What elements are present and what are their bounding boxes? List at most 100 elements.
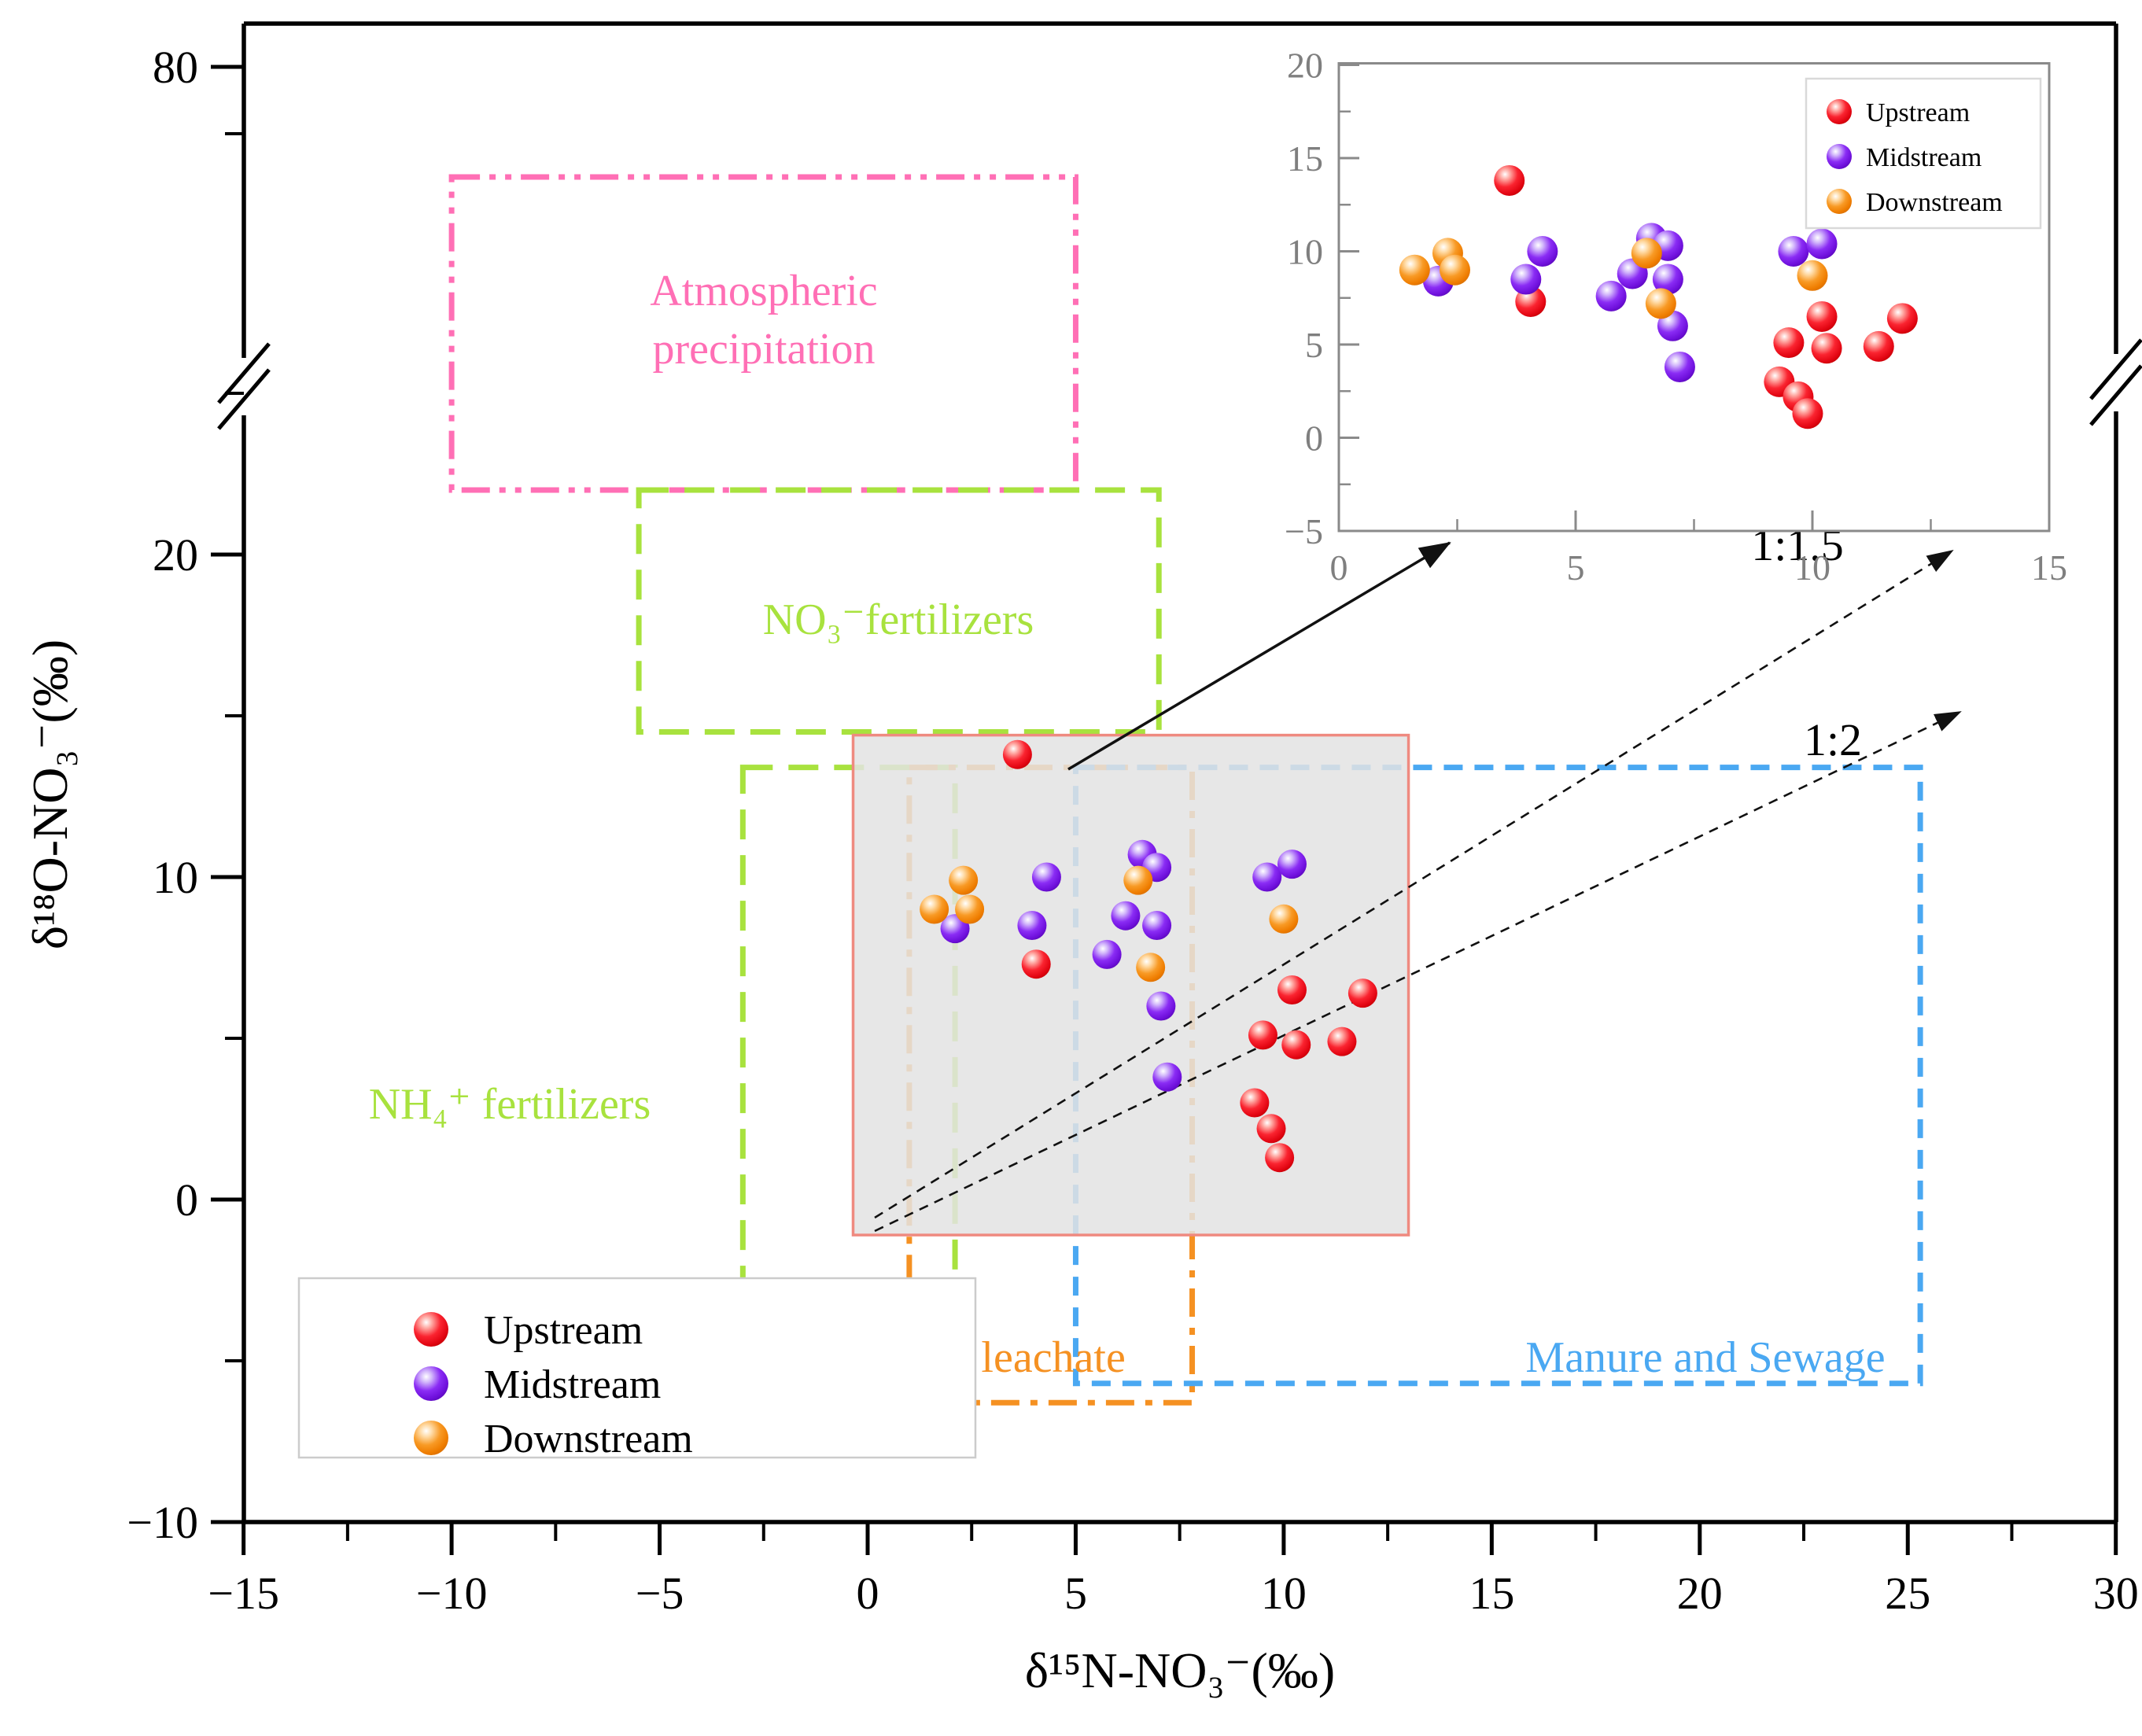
point-midstream-8 [1146,991,1176,1021]
region-labels-layer: Atmospheric precipitation NO₃⁻fertilizers N… [369,267,1886,1382]
inset-x-tick-label: 10 [1794,547,1830,588]
inset-point-midstream-11 [1806,228,1838,260]
point-downstream-3 [1123,865,1153,895]
inset-point-midstream-10 [1778,236,1809,267]
legend-label-downstream: Downstream [484,1417,693,1461]
point-upstream-4 [1281,1030,1311,1060]
x-axis-title: δ¹⁵N-NO₃⁻(‰) [1025,1642,1335,1698]
point-midstream-11 [1277,850,1307,879]
inset-y-tick-label: 15 [1287,138,1323,179]
legend-marker-upstream [414,1312,448,1347]
inset-point-downstream-2 [1439,254,1470,286]
legend-box [297,1277,977,1459]
inset-legend-label-upstream: Upstream [1866,98,1970,127]
axis-break-mark [217,368,271,430]
inset-point-upstream-6 [1863,330,1894,362]
point-upstream-9 [1265,1143,1295,1173]
region-label-no3-fertilizers: NO₃⁻fertilizers [763,595,1034,644]
region-box-no3-fertilizers [636,487,1162,735]
y-tick-label: 10 [153,852,198,903]
point-upstream-2 [1248,1020,1277,1050]
region-box-atmospheric-precipitation [448,174,1078,493]
inset-point-upstream-2 [1773,327,1805,359]
inset-point-upstream-5 [1886,303,1918,334]
region-label-atmospheric-precipitation: precipitation [652,325,875,374]
ratio-line-1:1.5 [874,549,1954,1219]
inset-point-downstream-0 [1399,254,1430,286]
inset-point-upstream-0 [1494,164,1525,196]
ratio-label-1:2: 1:2 [1804,714,1862,765]
legend-label-midstream: Midstream [484,1362,661,1407]
x-tick-label: 0 [857,1568,879,1619]
point-midstream-10 [1252,862,1282,892]
inset-legend-label-midstream: Midstream [1866,143,1982,172]
inset-y-tick-label: 0 [1305,418,1323,459]
point-downstream-5 [1269,904,1299,934]
zoom-box-layer [851,733,1410,1237]
inset-legend-label-downstream: Downstream [1866,188,2003,217]
inset-point-upstream-3 [1806,300,1838,332]
inset-point-midstream-1 [1527,236,1558,267]
region-label-nh4-fertilizers: NH₄⁺ fertilizers [369,1080,651,1129]
x-tick-label: −10 [416,1568,488,1619]
y-tick-label: 20 [153,529,198,581]
legend-marker-midstream [414,1366,448,1401]
inset-point-midstream-7 [1652,264,1683,295]
ratio-line-1:2 [874,710,1962,1233]
zoom-pointer-arrow [1067,541,1451,771]
inset-x-tick-label: 15 [2031,547,2067,588]
inset-point-midstream-2 [1510,264,1542,295]
x-tick-label: 20 [1677,1568,1723,1619]
y-tick-label: −10 [127,1497,198,1548]
inset-point-downstream-5 [1797,260,1828,291]
point-downstream-1 [949,865,979,895]
inset-point-downstream-4 [1645,288,1676,319]
x-tick-label: −15 [208,1568,279,1619]
x-tick-label: 30 [2093,1568,2139,1619]
x-tick-label: 15 [1469,1568,1514,1619]
point-midstream-7 [1142,911,1172,940]
y-tick-label: 0 [175,1174,198,1226]
x-tick-label: 10 [1261,1568,1307,1619]
inset-legend-marker-downstream [1827,189,1852,214]
point-upstream-8 [1256,1114,1286,1144]
point-midstream-4 [1111,901,1141,931]
point-downstream-4 [1136,953,1166,982]
point-midstream-9 [1152,1062,1182,1092]
inset-y-tick-label: 5 [1305,325,1323,365]
main-axes: −15 −10 −5 0 5 10 15 20 25 30−100102080δ¹⁵N-NO₃⁻(… [22,21,2142,1698]
inset-y-tick-label: 20 [1287,46,1323,86]
main-legend: Upstream Midstream Downstream [297,1277,977,1461]
inset-point-midstream-3 [1595,280,1627,311]
inset-point-upstream-4 [1811,333,1842,364]
point-upstream-0 [1002,739,1032,769]
inset-legend-marker-upstream [1827,99,1852,124]
point-upstream-1 [1021,949,1051,979]
point-downstream-2 [955,894,985,924]
point-midstream-2 [1017,911,1047,940]
zoom-region-box [851,733,1410,1237]
inset-legend-marker-midstream [1827,144,1852,169]
point-midstream-3 [1092,939,1122,969]
inset-point-downstream-3 [1631,238,1662,269]
point-downstream-0 [920,894,949,924]
scatter-points-layer [920,739,1377,1173]
x-tick-label: 25 [1885,1568,1930,1619]
inset-y-tick-label: −5 [1285,511,1323,551]
inset-x-tick-label: 5 [1567,547,1585,588]
point-upstream-7 [1240,1088,1270,1118]
axis-break-mark [2089,338,2142,400]
inset-point-upstream-9 [1792,398,1823,429]
axis-break-mark [2089,364,2142,426]
legend-label-upstream: Upstream [484,1308,643,1353]
region-label-manure-and-sewage: Manure and Sewage [1525,1333,1885,1382]
y-tick-label-80: 80 [153,42,198,93]
region-label-atmospheric-precipitation: Atmospheric [650,267,877,315]
x-tick-label: 5 [1064,1568,1087,1619]
legend-marker-downstream [414,1421,448,1455]
point-upstream-3 [1277,975,1307,1004]
inset-y-tick-label: 10 [1287,232,1323,272]
